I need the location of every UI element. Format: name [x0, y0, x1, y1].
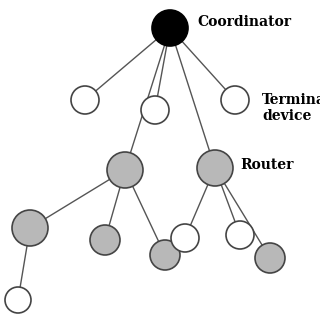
- Circle shape: [141, 96, 169, 124]
- Text: Coordinator: Coordinator: [197, 15, 291, 29]
- Circle shape: [255, 243, 285, 273]
- Circle shape: [226, 221, 254, 249]
- Circle shape: [71, 86, 99, 114]
- Circle shape: [221, 86, 249, 114]
- Circle shape: [107, 152, 143, 188]
- Circle shape: [90, 225, 120, 255]
- Text: Router: Router: [240, 158, 293, 172]
- Circle shape: [152, 10, 188, 46]
- Text: Terminal
device: Terminal device: [262, 93, 320, 123]
- Circle shape: [171, 224, 199, 252]
- Circle shape: [5, 287, 31, 313]
- Circle shape: [12, 210, 48, 246]
- Circle shape: [197, 150, 233, 186]
- Circle shape: [150, 240, 180, 270]
